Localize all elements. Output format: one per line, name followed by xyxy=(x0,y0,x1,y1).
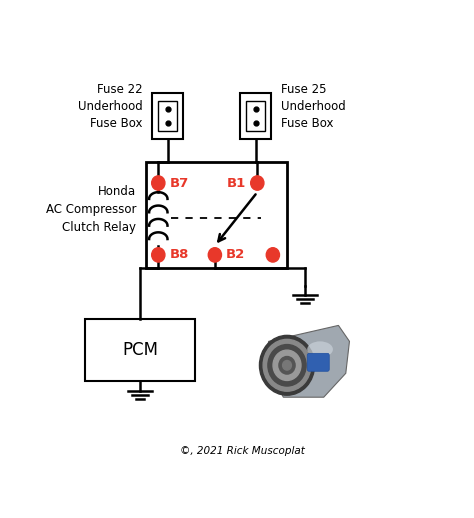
Text: B1: B1 xyxy=(227,177,246,190)
Bar xyxy=(146,162,287,268)
Circle shape xyxy=(268,344,306,386)
Text: PCM: PCM xyxy=(122,341,158,359)
Text: ©, 2021 Rick Muscoplat: ©, 2021 Rick Muscoplat xyxy=(181,446,305,456)
Ellipse shape xyxy=(307,341,333,357)
Bar xyxy=(246,101,265,131)
Circle shape xyxy=(283,361,292,370)
Circle shape xyxy=(263,339,311,391)
Polygon shape xyxy=(265,325,349,397)
Circle shape xyxy=(266,248,280,262)
Circle shape xyxy=(251,176,264,190)
Bar xyxy=(85,320,195,381)
Circle shape xyxy=(273,350,301,380)
Bar xyxy=(152,93,183,139)
Text: B2: B2 xyxy=(226,249,245,262)
Circle shape xyxy=(152,176,165,190)
Circle shape xyxy=(152,248,165,262)
Circle shape xyxy=(259,335,315,395)
Bar xyxy=(240,93,272,139)
Text: B8: B8 xyxy=(169,249,189,262)
FancyBboxPatch shape xyxy=(307,353,329,371)
Text: B7: B7 xyxy=(169,177,189,190)
Bar xyxy=(158,101,177,131)
Text: Fuse 22
Underhood
Fuse Box: Fuse 22 Underhood Fuse Box xyxy=(78,82,143,130)
Text: Fuse 25
Underhood
Fuse Box: Fuse 25 Underhood Fuse Box xyxy=(281,82,346,130)
Text: Honda
AC Compressor
Clutch Relay: Honda AC Compressor Clutch Relay xyxy=(46,185,137,234)
Circle shape xyxy=(208,248,221,262)
Circle shape xyxy=(279,356,295,374)
